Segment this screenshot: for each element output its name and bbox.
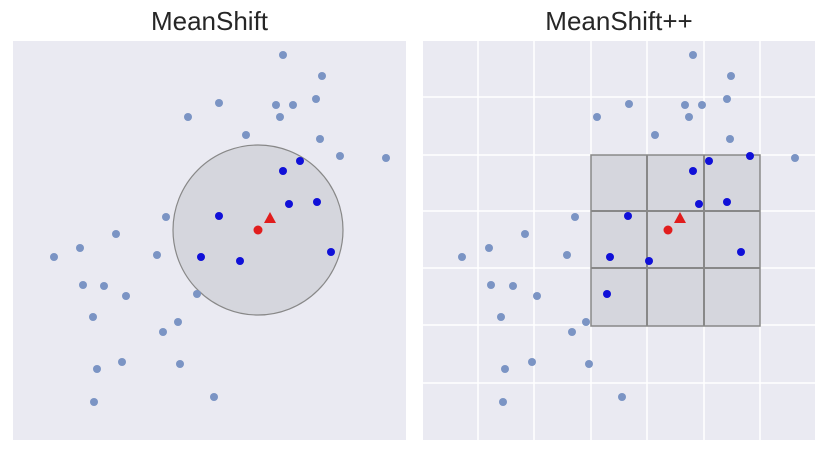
data-point (327, 248, 335, 256)
data-point (737, 248, 745, 256)
data-point (272, 101, 280, 109)
data-point (112, 230, 120, 238)
data-point (153, 251, 161, 259)
data-point (89, 313, 97, 321)
data-point (76, 244, 84, 252)
data-point (497, 313, 505, 321)
data-point (695, 200, 703, 208)
data-point (624, 212, 632, 220)
data-point (118, 358, 126, 366)
data-point (159, 328, 167, 336)
data-point (593, 113, 601, 121)
data-point (746, 152, 754, 160)
data-point (184, 113, 192, 121)
data-point (705, 157, 713, 165)
data-point (312, 95, 320, 103)
data-point (289, 101, 297, 109)
data-point (242, 131, 250, 139)
data-point (318, 72, 326, 80)
data-point (296, 157, 304, 165)
data-point (563, 251, 571, 259)
shifted-mean-marker (264, 212, 276, 223)
data-point (501, 365, 509, 373)
data-point (174, 318, 182, 326)
data-point (521, 230, 529, 238)
data-point (568, 328, 576, 336)
data-point (50, 253, 58, 261)
data-point (236, 257, 244, 265)
data-point (279, 51, 287, 59)
data-point (723, 95, 731, 103)
data-point (79, 281, 87, 289)
data-point (509, 282, 517, 290)
data-point (603, 290, 611, 298)
data-point (316, 135, 324, 143)
data-point (215, 212, 223, 220)
data-point (313, 198, 321, 206)
data-point (176, 360, 184, 368)
meanshift-plus-plus-plot (423, 41, 815, 440)
data-point (487, 281, 495, 289)
data-point (162, 213, 170, 221)
data-point (685, 113, 693, 121)
shifted-mean-marker (674, 212, 686, 223)
data-point (93, 365, 101, 373)
left-chart-title: MeanShift (150, 6, 269, 36)
data-point (533, 292, 541, 300)
current-point-marker (663, 225, 673, 235)
data-point (689, 51, 697, 59)
data-point (582, 318, 590, 326)
data-point (210, 393, 218, 401)
data-point (193, 290, 201, 298)
data-point (791, 154, 799, 162)
current-point-marker (253, 225, 263, 235)
data-point (528, 358, 536, 366)
data-point (285, 200, 293, 208)
data-point (571, 213, 579, 221)
data-point (727, 72, 735, 80)
data-point (485, 244, 493, 252)
data-point (723, 198, 731, 206)
data-point (197, 253, 205, 261)
data-point (585, 360, 593, 368)
data-point (681, 101, 689, 109)
data-point (336, 152, 344, 160)
right-chart-title: MeanShift++ (545, 6, 693, 36)
data-point (618, 393, 626, 401)
data-point (90, 398, 98, 406)
meanshift-plot (13, 41, 406, 440)
data-point (645, 257, 653, 265)
data-point (279, 167, 287, 175)
data-point (382, 154, 390, 162)
data-point (458, 253, 466, 261)
data-point (122, 292, 130, 300)
data-point (698, 101, 706, 109)
data-point (726, 135, 734, 143)
data-point (689, 167, 697, 175)
data-point (625, 100, 633, 108)
data-point (606, 253, 614, 261)
data-point (215, 99, 223, 107)
search-window-grid (590, 154, 761, 327)
data-point (499, 398, 507, 406)
data-point (276, 113, 284, 121)
data-point (100, 282, 108, 290)
data-point (651, 131, 659, 139)
